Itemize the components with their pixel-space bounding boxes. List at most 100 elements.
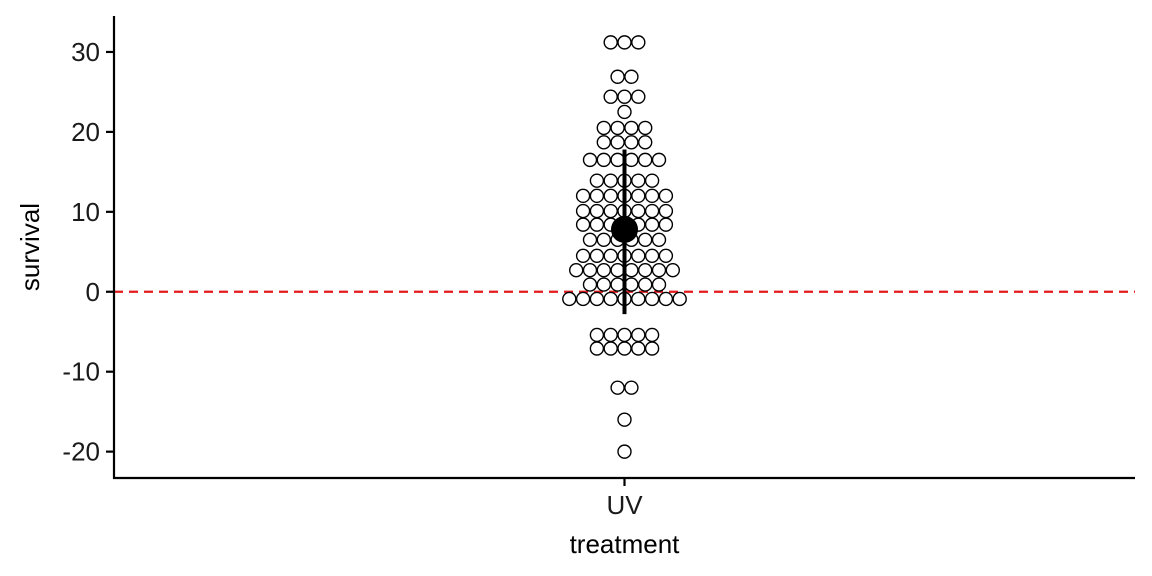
data-point bbox=[603, 291, 618, 307]
data-point bbox=[665, 262, 680, 278]
data-point bbox=[631, 89, 646, 104]
data-point bbox=[596, 152, 611, 168]
data-point bbox=[658, 203, 674, 219]
data-point bbox=[603, 173, 618, 188]
data-point bbox=[644, 217, 660, 232]
data-point bbox=[582, 277, 598, 292]
data-point bbox=[638, 262, 653, 278]
data-point bbox=[644, 291, 660, 307]
x-tick-label: UV bbox=[606, 490, 643, 520]
data-point bbox=[651, 277, 667, 292]
data-point bbox=[617, 35, 632, 50]
data-point bbox=[575, 248, 591, 263]
data-point bbox=[644, 341, 660, 356]
data-point bbox=[631, 291, 646, 307]
data-point bbox=[589, 327, 605, 343]
data-point bbox=[624, 262, 639, 278]
data-point bbox=[617, 104, 632, 120]
data-point bbox=[617, 327, 632, 343]
data-point bbox=[631, 173, 646, 188]
data-point bbox=[562, 291, 577, 307]
data-point bbox=[631, 248, 646, 263]
data-point bbox=[589, 248, 605, 263]
data-point bbox=[631, 188, 646, 204]
data-point bbox=[603, 203, 618, 219]
data-point bbox=[644, 203, 660, 219]
data-point bbox=[658, 217, 674, 232]
data-point bbox=[575, 203, 591, 219]
y-tick-label: 20 bbox=[71, 117, 100, 147]
data-point bbox=[575, 291, 591, 307]
data-point bbox=[617, 89, 632, 104]
data-point bbox=[582, 152, 598, 168]
data-point bbox=[603, 89, 618, 104]
data-point bbox=[624, 120, 639, 136]
data-point bbox=[624, 277, 639, 292]
data-point bbox=[603, 188, 618, 204]
data-point bbox=[596, 135, 611, 150]
data-point bbox=[610, 380, 625, 395]
data-point bbox=[658, 248, 674, 263]
data-point bbox=[644, 173, 660, 188]
data-point bbox=[596, 277, 611, 292]
y-tick-label: 30 bbox=[71, 37, 100, 67]
data-point bbox=[624, 135, 639, 150]
data-point bbox=[624, 152, 639, 168]
data-point bbox=[610, 262, 625, 278]
data-point bbox=[644, 188, 660, 204]
data-point bbox=[610, 69, 625, 84]
mean-point bbox=[611, 215, 638, 243]
data-point bbox=[644, 327, 660, 343]
data-point bbox=[610, 277, 625, 292]
data-point bbox=[589, 217, 605, 232]
data-point bbox=[610, 135, 625, 150]
data-point bbox=[638, 277, 653, 292]
data-point bbox=[596, 232, 611, 248]
data-point bbox=[603, 327, 618, 343]
y-axis-title: survival bbox=[15, 203, 45, 291]
data-point bbox=[569, 262, 584, 278]
data-point bbox=[610, 120, 625, 136]
data-point bbox=[575, 188, 591, 204]
ticks-layer: -20 -10 0 10 20 30 UV bbox=[62, 37, 643, 520]
data-point bbox=[658, 188, 674, 204]
data-point bbox=[624, 380, 639, 395]
data-point bbox=[582, 262, 598, 278]
data-point bbox=[624, 69, 639, 84]
data-point bbox=[589, 173, 605, 188]
data-point bbox=[638, 232, 653, 248]
data-point bbox=[644, 248, 660, 263]
data-point bbox=[589, 341, 605, 356]
data-point bbox=[631, 35, 646, 50]
data-point bbox=[651, 152, 667, 168]
data-point bbox=[603, 248, 618, 263]
data-point bbox=[631, 341, 646, 356]
y-tick-label: 0 bbox=[86, 277, 100, 307]
data-point bbox=[672, 291, 687, 307]
data-point bbox=[589, 203, 605, 219]
data-point bbox=[589, 188, 605, 204]
x-axis-title: treatment bbox=[570, 529, 681, 559]
data-point bbox=[651, 232, 667, 248]
data-point bbox=[603, 35, 618, 50]
data-point bbox=[638, 152, 653, 168]
data-point bbox=[631, 203, 646, 219]
data-point bbox=[603, 341, 618, 356]
data-point bbox=[638, 120, 653, 136]
data-point bbox=[596, 262, 611, 278]
data-point bbox=[582, 232, 598, 248]
data-point bbox=[617, 341, 632, 356]
data-point bbox=[610, 152, 625, 168]
y-tick-label: 10 bbox=[71, 197, 100, 227]
data-point bbox=[658, 291, 674, 307]
data-point bbox=[638, 135, 653, 150]
data-point bbox=[617, 412, 632, 427]
data-point bbox=[631, 327, 646, 343]
data-point bbox=[596, 120, 611, 136]
data-point bbox=[589, 291, 605, 307]
y-tick-label: -10 bbox=[62, 357, 100, 387]
data-point bbox=[617, 444, 632, 459]
y-tick-label: -20 bbox=[62, 437, 100, 467]
summary-layer bbox=[611, 149, 638, 315]
